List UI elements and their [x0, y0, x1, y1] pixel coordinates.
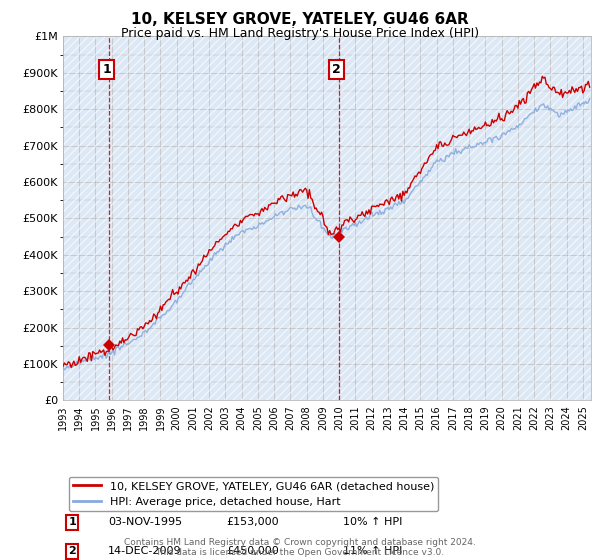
Text: 10, KELSEY GROVE, YATELEY, GU46 6AR: 10, KELSEY GROVE, YATELEY, GU46 6AR [131, 12, 469, 27]
Text: 10% ↑ HPI: 10% ↑ HPI [343, 517, 402, 528]
Text: 11% ↑ HPI: 11% ↑ HPI [343, 547, 402, 557]
Text: 1: 1 [103, 63, 111, 76]
Text: 2: 2 [68, 547, 76, 557]
Text: 1: 1 [68, 517, 76, 528]
Text: £153,000: £153,000 [227, 517, 280, 528]
Text: 14-DEC-2009: 14-DEC-2009 [108, 547, 182, 557]
Text: Contains HM Land Registry data © Crown copyright and database right 2024.
This d: Contains HM Land Registry data © Crown c… [124, 538, 476, 557]
Text: £450,000: £450,000 [227, 547, 280, 557]
Text: Price paid vs. HM Land Registry's House Price Index (HPI): Price paid vs. HM Land Registry's House … [121, 27, 479, 40]
Text: 03-NOV-1995: 03-NOV-1995 [108, 517, 182, 528]
Text: 2: 2 [332, 63, 340, 76]
Legend: 10, KELSEY GROVE, YATELEY, GU46 6AR (detached house), HPI: Average price, detach: 10, KELSEY GROVE, YATELEY, GU46 6AR (det… [68, 477, 439, 511]
